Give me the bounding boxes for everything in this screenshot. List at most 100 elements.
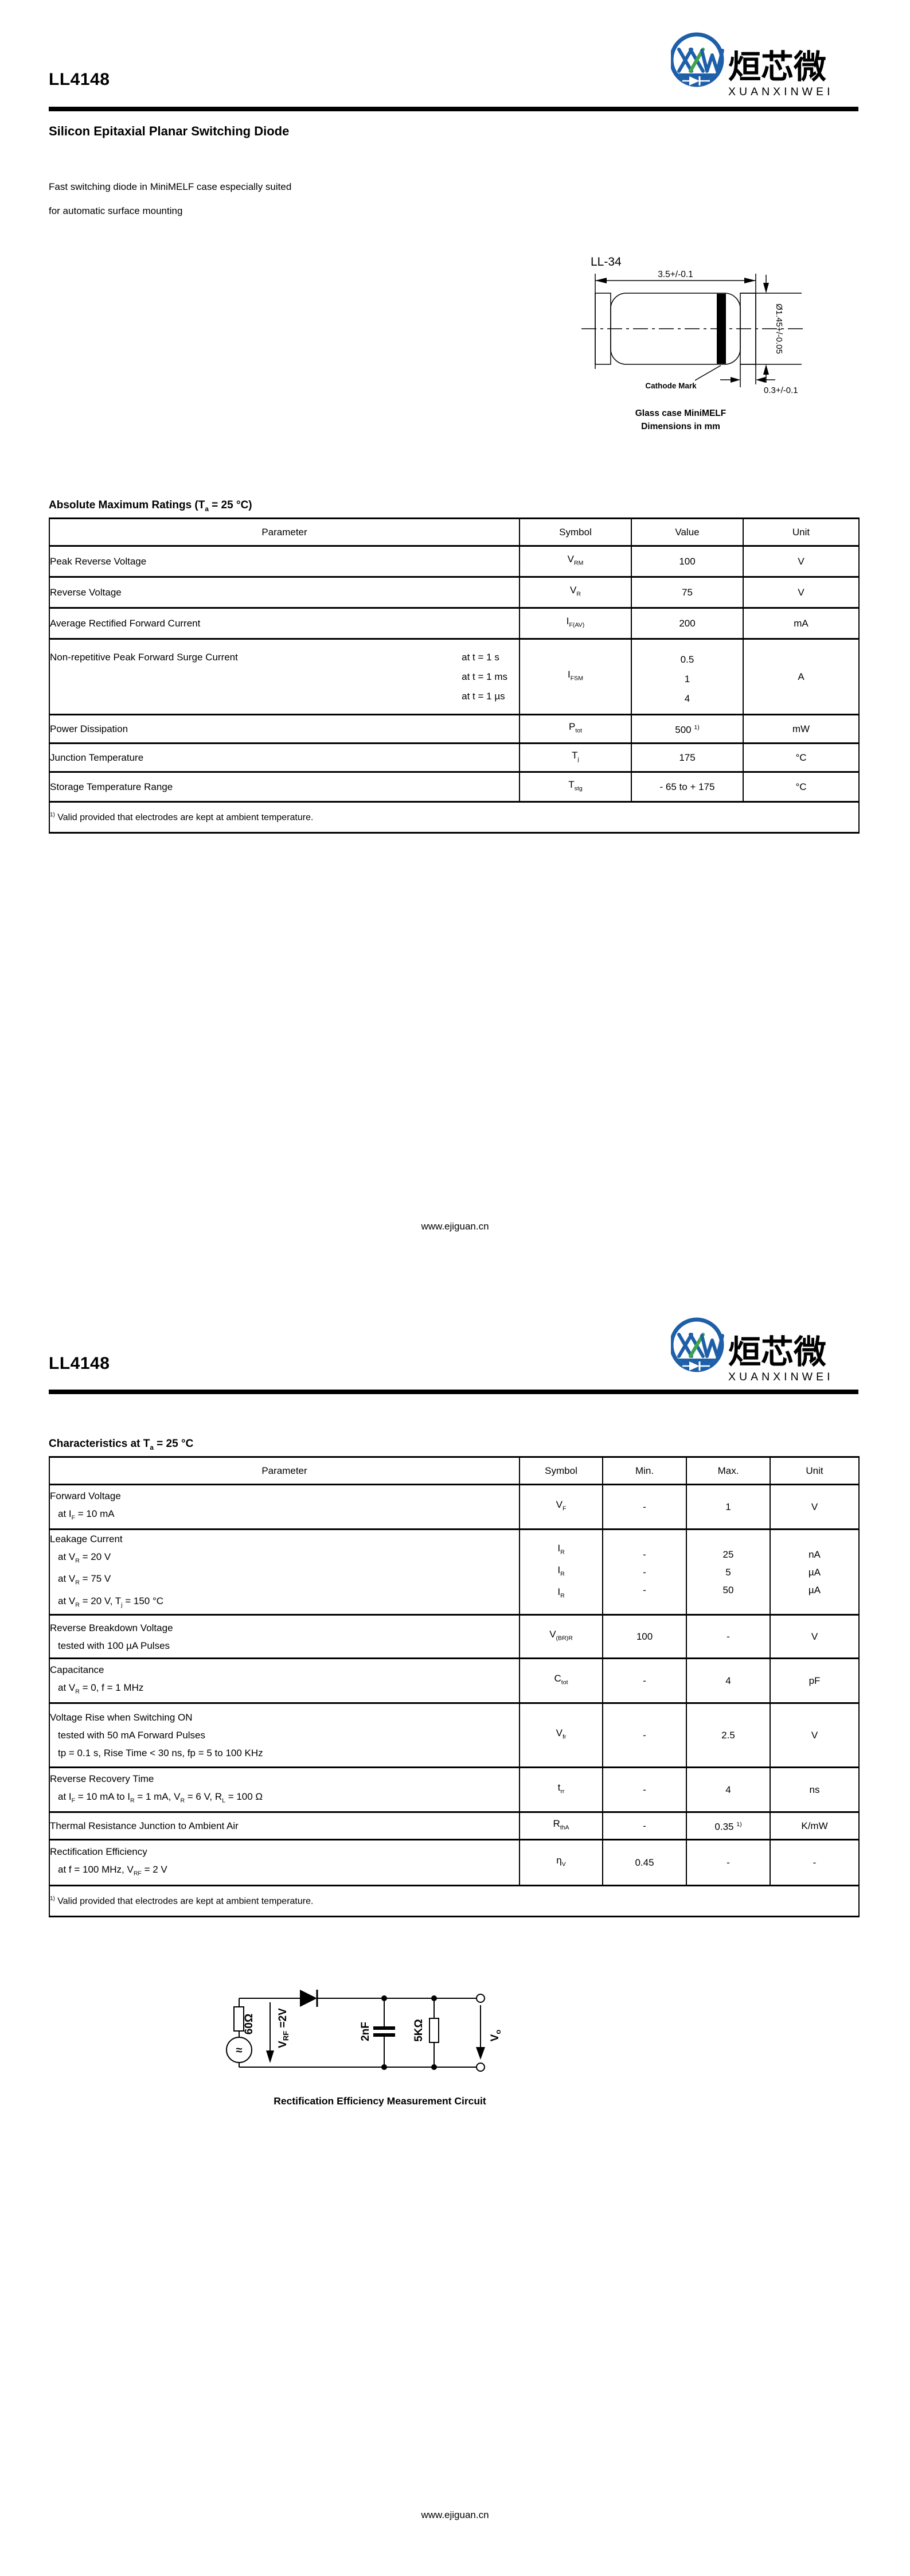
cell-symbol: IF(AV): [519, 607, 632, 640]
cell-unit: ns: [770, 1766, 860, 1814]
header-rule: [49, 1390, 858, 1394]
cell-symbol: VF: [519, 1484, 603, 1530]
col-header-unit: Unit: [743, 517, 860, 547]
rectification-efficiency-circuit: ≈ 60Ω VRF =2V 2nF 5KΩ Vo: [226, 1990, 502, 2072]
cell-parameter: Rectification Efficiency at f = 100 MHz,…: [49, 1839, 520, 1887]
table-row: Junction Temperature Tj 175 °C: [49, 742, 860, 773]
table-footnote-row: 1) Valid provided that electrodes are ke…: [49, 1885, 860, 1918]
table-row: Forward Voltage at IF = 10 mA VF - 1 V: [49, 1484, 860, 1530]
cell-max: -: [686, 1614, 771, 1660]
package-diameter-dim: Ø1.45+/-0.05: [774, 303, 784, 354]
table-footnote-row: 1) Valid provided that electrodes are ke…: [49, 801, 860, 834]
part-number: LL4148: [49, 1354, 110, 1373]
package-caption: Glass case MiniMELF: [635, 408, 727, 418]
logo-en-name: XUANXINWEI: [728, 1371, 834, 1383]
cell-parameter: Power Dissipation: [49, 714, 520, 744]
cell-max: -: [686, 1839, 771, 1887]
col-header-parameter: Parameter: [49, 1456, 520, 1485]
cell-min: 100: [602, 1614, 687, 1660]
col-header-unit: Unit: [770, 1456, 860, 1485]
cell-symbol: IR IR IR: [519, 1528, 603, 1616]
cell-value: - 65 to + 175: [631, 771, 744, 803]
col-header-value: Value: [631, 517, 744, 547]
cell-unit: mW: [743, 714, 860, 744]
cell-max: 1: [686, 1484, 771, 1530]
cell-symbol: V(BR)R: [519, 1614, 603, 1660]
package-length-dim: 3.5+/-0.1: [658, 270, 693, 279]
table-row: Reverse Voltage VR 75 V: [49, 576, 860, 609]
cell-value: 500 1): [631, 714, 744, 744]
ratings-heading: Absolute Maximum Ratings (Ta = 25 °C): [49, 499, 252, 513]
cell-parameter: Junction Temperature: [49, 742, 520, 773]
description-line: for automatic surface mounting: [49, 205, 183, 216]
cell-value: 0.5 1 4: [631, 638, 744, 715]
col-header-symbol: Symbol: [519, 1456, 603, 1485]
cell-unit: -: [770, 1839, 860, 1887]
cell-unit: mA: [743, 607, 860, 640]
condition-line: at t = 1 ms: [462, 671, 507, 682]
cell-parameter: Thermal Resistance Junction to Ambient A…: [49, 1811, 520, 1841]
page-footer-url: www.ejiguan.cn: [421, 1221, 489, 1232]
cell-parameter: Reverse Breakdown Voltage tested with 10…: [49, 1614, 520, 1660]
characteristics-heading: Characteristics at Ta = 25 °C: [49, 1438, 194, 1452]
vrf-label: VRF =2V: [277, 2008, 290, 2048]
description-line: Fast switching diode in MiniMELF case es…: [49, 181, 292, 192]
cell-unit: V: [770, 1702, 860, 1769]
table-row: Capacitance at VR = 0, f = 1 MHz Ctot - …: [49, 1657, 860, 1705]
cell-min: - - -: [602, 1528, 687, 1616]
part-number: LL4148: [49, 70, 110, 89]
description: Fast switching diode in MiniMELF case es…: [49, 175, 291, 223]
ac-source-icon: ≈: [236, 2044, 243, 2057]
cell-min: -: [602, 1766, 687, 1814]
source-resistor-label: 60Ω: [243, 2014, 255, 2034]
table-row: Reverse Breakdown Voltage tested with 10…: [49, 1614, 860, 1660]
company-logo: 烜芯微 XUANXINWEI: [671, 32, 834, 98]
cell-parameter: Reverse Recovery Time at IF = 10 mA to I…: [49, 1766, 520, 1814]
cell-symbol: VR: [519, 576, 632, 609]
cell-min: -: [602, 1484, 687, 1530]
table-header-row: Parameter Symbol Value Unit: [49, 517, 860, 547]
table-row: Peak Reverse Voltage VRM 100 V: [49, 545, 860, 578]
cell-symbol: IFSM: [519, 638, 632, 715]
col-header-max: Max.: [686, 1456, 771, 1485]
cell-max: 2.5: [686, 1702, 771, 1769]
cell-symbol: Tstg: [519, 771, 632, 803]
cell-value: 100: [631, 545, 744, 578]
cell-parameter: Storage Temperature Range: [49, 771, 520, 803]
table-row: Average Rectified Forward Current IF(AV)…: [49, 607, 860, 640]
cell-value: 200: [631, 607, 744, 640]
cell-max: 4: [686, 1766, 771, 1814]
cell-max: 0.35 1): [686, 1811, 771, 1841]
table-row: Storage Temperature Range Tstg - 65 to +…: [49, 771, 860, 803]
cell-min: -: [602, 1811, 687, 1841]
table-footnote: 1) Valid provided that electrodes are ke…: [49, 801, 860, 834]
table-row: Power Dissipation Ptot 500 1) mW: [49, 714, 860, 744]
table-row: Non-repetitive Peak Forward Surge Curren…: [49, 638, 860, 715]
table-row: Leakage Current at VR = 20 V at VR = 75 …: [49, 1528, 860, 1616]
cell-symbol: Tj: [519, 742, 632, 773]
load-resistor-label: 5KΩ: [413, 2019, 425, 2042]
cell-unit: pF: [770, 1657, 860, 1705]
vo-label: Vo: [489, 2030, 502, 2042]
cell-unit: V: [743, 545, 860, 578]
document-title: Silicon Epitaxial Planar Switching Diode: [49, 124, 290, 138]
cell-parameter: Capacitance at VR = 0, f = 1 MHz: [49, 1657, 520, 1705]
cell-unit: °C: [743, 771, 860, 803]
cell-unit: V: [770, 1614, 860, 1660]
cathode-mark-label: Cathode Mark: [645, 382, 697, 390]
table-row: Voltage Rise when Switching ON tested wi…: [49, 1702, 860, 1769]
table-row: Rectification Efficiency at f = 100 MHz,…: [49, 1839, 860, 1887]
cell-symbol: RthA: [519, 1811, 603, 1841]
table-header-row: Parameter Symbol Min. Max. Unit: [49, 1456, 860, 1485]
logo-en-name: XUANXINWEI: [728, 85, 834, 98]
condition-line: at t = 1 s: [462, 651, 499, 663]
cell-symbol: Ptot: [519, 714, 632, 744]
cell-parameter: Voltage Rise when Switching ON tested wi…: [49, 1702, 520, 1769]
cell-symbol: trr: [519, 1766, 603, 1814]
cell-symbol: Vfr: [519, 1702, 603, 1769]
cell-unit: A: [743, 638, 860, 715]
cell-unit: °C: [743, 742, 860, 773]
cell-parameter: Peak Reverse Voltage: [49, 545, 520, 578]
col-header-parameter: Parameter: [49, 517, 520, 547]
